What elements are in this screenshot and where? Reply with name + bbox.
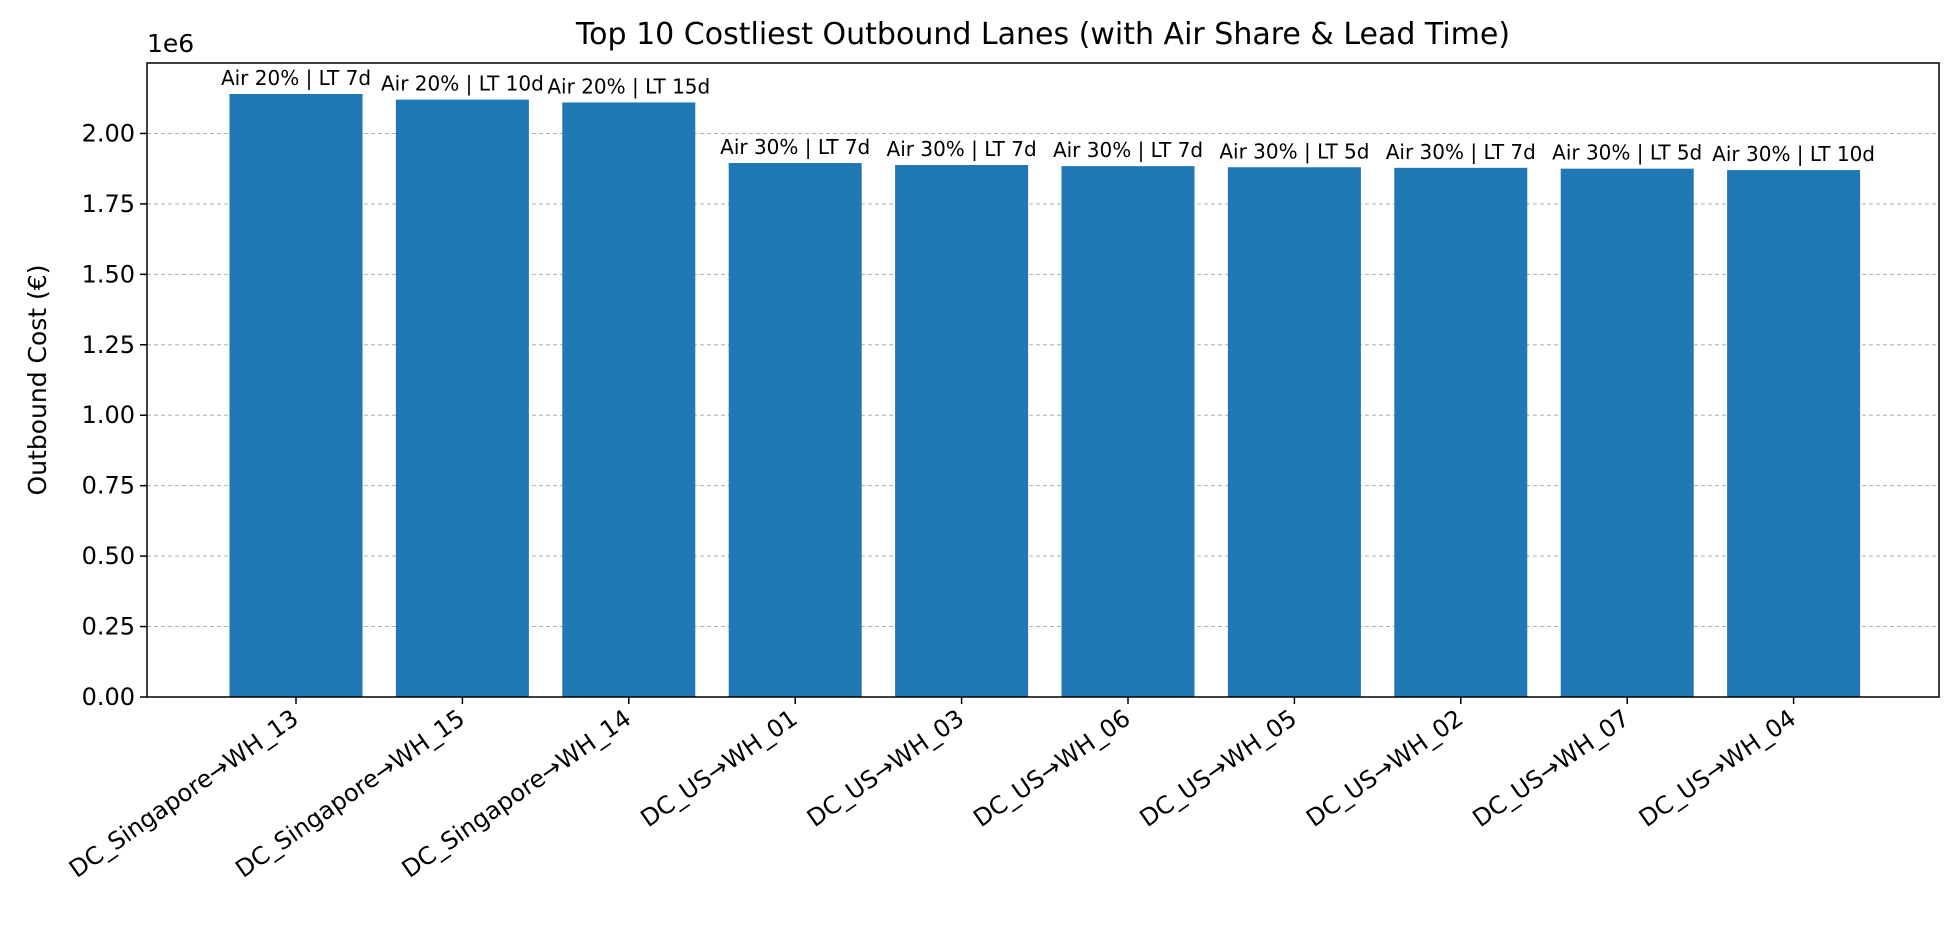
y-tick-label: 0.00 (82, 683, 135, 711)
y-axis-scale-label: 1e6 (147, 29, 194, 58)
bar (562, 102, 696, 697)
y-tick-label: 0.75 (82, 472, 135, 500)
y-tick-label: 2.00 (82, 119, 135, 147)
bar-data-label: Air 30% | LT 10d (1712, 142, 1875, 166)
bar-data-label: Air 30% | LT 7d (887, 137, 1037, 161)
y-tick-label: 1.00 (82, 401, 135, 429)
bar-data-label: Air 30% | LT 7d (720, 135, 870, 159)
bar-data-label: Air 30% | LT 5d (1219, 139, 1369, 163)
bar-data-label: Air 30% | LT 5d (1552, 141, 1702, 165)
y-tick-label: 1.75 (82, 190, 135, 218)
x-axis-ticks: DC_Singapore→WH_13DC_Singapore→WH_15DC_S… (64, 697, 1801, 883)
x-tick-label: DC_US→WH_07 (1467, 704, 1634, 833)
bars (229, 93, 1861, 698)
x-tick-label: DC_US→WH_01 (635, 704, 802, 833)
bar (1227, 167, 1361, 697)
bar-data-label: Air 20% | LT 15d (547, 74, 710, 98)
x-tick-label: DC_US→WH_06 (968, 704, 1135, 833)
y-tick-label: 1.25 (82, 331, 135, 359)
bar (1727, 170, 1861, 697)
bar-data-label: Air 30% | LT 7d (1053, 138, 1203, 162)
y-tick-label: 0.25 (82, 613, 135, 641)
bar (728, 163, 862, 697)
bar-data-label: Air 30% | LT 7d (1386, 140, 1536, 164)
bar (1061, 166, 1195, 697)
y-tick-label: 1.50 (82, 260, 135, 288)
bar-data-label: Air 20% | LT 10d (381, 72, 544, 96)
bar (1560, 168, 1694, 697)
bar (395, 99, 529, 698)
y-axis-label: Outbound Cost (€) (23, 265, 52, 496)
x-tick-label: DC_US→WH_03 (802, 704, 969, 833)
x-tick-label: DC_US→WH_05 (1135, 704, 1302, 833)
chart-title: Top 10 Costliest Outbound Lanes (with Ai… (575, 17, 1510, 52)
bar (1394, 167, 1528, 697)
x-tick-label: DC_US→WH_04 (1634, 704, 1801, 833)
bar (895, 165, 1029, 698)
bar-data-label: Air 20% | LT 7d (221, 66, 371, 90)
bar (229, 93, 363, 698)
x-tick-label: DC_US→WH_02 (1301, 704, 1468, 833)
plot-frame (146, 62, 1940, 698)
y-axis-ticks: 0.00 0.25 0.50 0.75 1.00 1.25 1.50 1.75 2.00 (82, 119, 147, 711)
y-tick-label: 0.50 (82, 542, 135, 570)
bar-labels: Air 20% | LT 7d Air 20% | LT 10d Air 20% |… (221, 66, 1875, 166)
